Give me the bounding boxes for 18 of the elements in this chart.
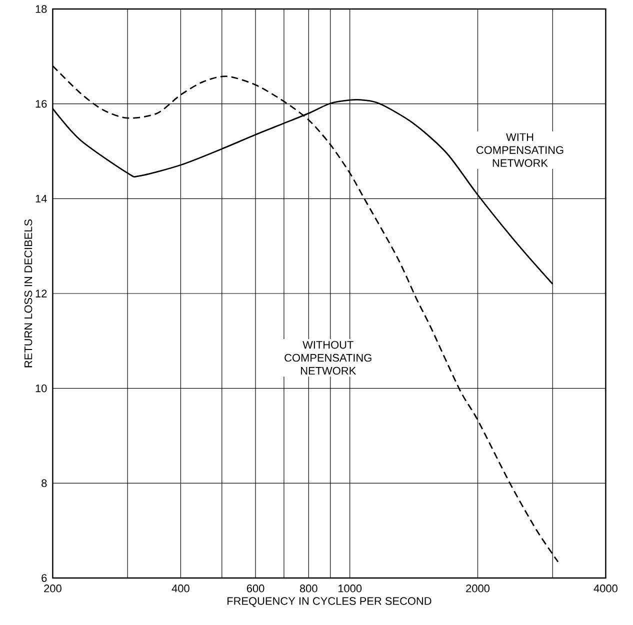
y-tick-label: 16: [36, 100, 47, 108]
annotation: WITHOUT COMPENSATING NETWORK: [284, 340, 372, 375]
y-tick-label: 14: [36, 194, 47, 202]
x-tick-label: 200: [44, 584, 62, 592]
y-tick-label: 6: [42, 574, 47, 582]
x-tick-label: 2000: [466, 584, 490, 592]
x-tick-label: 4000: [594, 584, 618, 592]
y-tick-label: 8: [42, 479, 47, 488]
x-tick-label: 400: [172, 584, 190, 592]
y-axis-title: RETURN LOSS IN DECIBELS: [24, 219, 32, 368]
y-tick-label: 12: [36, 290, 47, 298]
annotation: WITH COMPENSATING NETWORK: [476, 133, 564, 167]
x-tick-label: 600: [246, 584, 264, 592]
x-tick-label: 800: [300, 584, 318, 592]
x-tick-label: 1000: [338, 584, 362, 592]
x-axis-title: FREQUENCY IN CYCLES PER SECOND: [228, 597, 432, 607]
y-tick-label: 10: [36, 384, 47, 392]
y-tick-label: 18: [36, 5, 47, 13]
